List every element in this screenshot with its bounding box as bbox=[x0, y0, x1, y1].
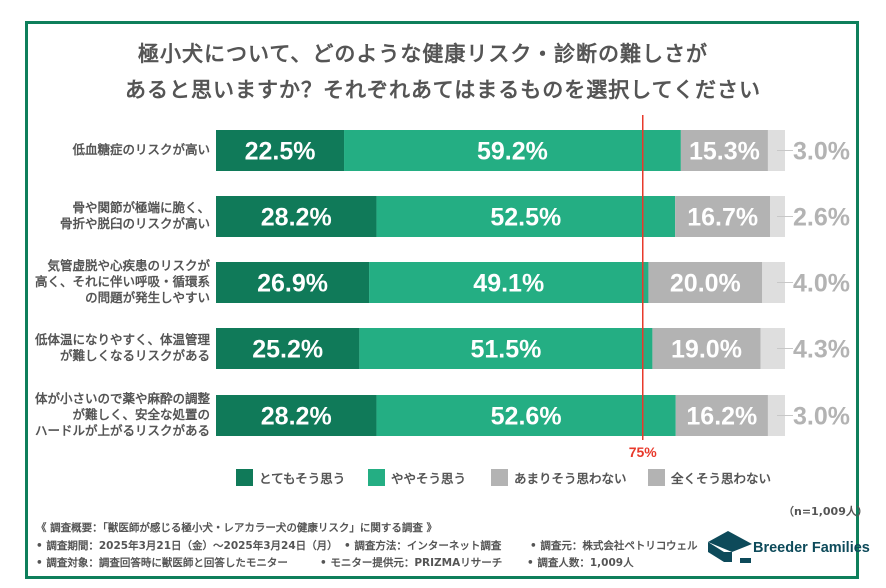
bar-segment bbox=[216, 328, 360, 369]
bar-segment bbox=[369, 262, 649, 303]
data-label: 20.0% bbox=[670, 270, 741, 298]
sample-size-label: （n=1,009人） bbox=[783, 505, 868, 518]
bar-segment bbox=[762, 262, 785, 303]
bar-segment bbox=[648, 262, 763, 303]
category-label: 骨や関節が極端に脆く、 骨折や脱臼のリスクが高い bbox=[59, 200, 210, 231]
bar-segment bbox=[376, 395, 676, 436]
survey-period: • 調査期間：2025年3月21日（金）〜2025年3月24日（月） bbox=[36, 540, 338, 552]
data-label: 52.5% bbox=[490, 204, 561, 232]
bar-segment bbox=[652, 328, 761, 369]
reference-line-label: 75% bbox=[629, 444, 658, 460]
bar-segment bbox=[216, 262, 370, 303]
data-label: 4.3% bbox=[793, 336, 850, 364]
data-label: 49.1% bbox=[473, 270, 544, 298]
house-box-logo-icon bbox=[708, 531, 752, 563]
data-label: 51.5% bbox=[470, 336, 541, 364]
data-label: 3.0% bbox=[793, 138, 850, 166]
bar-segment bbox=[767, 395, 785, 436]
legend-item: 全くそう思わない bbox=[648, 468, 771, 487]
chart-title-line-2: あると思いますか？それぞれあてはまるものを選択してください bbox=[125, 78, 761, 102]
bar-segment bbox=[216, 196, 377, 237]
data-label: 3.0% bbox=[793, 403, 850, 431]
brand-logo: Breeder Families bbox=[706, 528, 870, 568]
bar-segment bbox=[359, 328, 653, 369]
data-label: 59.2% bbox=[477, 138, 548, 166]
survey-respondents: • 調査人数：1,009人 bbox=[527, 557, 634, 569]
data-label: 16.7% bbox=[687, 204, 758, 232]
bar-segment bbox=[376, 196, 676, 237]
category-label: 気管虚脱や心疾患のリスクが 高く、それに伴い呼吸・循環系 の問題が発生しやすい bbox=[34, 258, 210, 305]
bar-segment bbox=[680, 130, 768, 171]
legend-item: ややそう思う bbox=[368, 468, 466, 487]
bar-segment bbox=[675, 395, 768, 436]
data-label: 4.0% bbox=[793, 270, 850, 298]
data-label: 22.5% bbox=[245, 138, 316, 166]
legend-swatch bbox=[236, 469, 253, 486]
data-label: 52.6% bbox=[491, 403, 562, 431]
survey-target: • 調査対象：調査回答時に獣医師と回答したモニター bbox=[36, 557, 288, 569]
legend-swatch bbox=[648, 469, 665, 486]
chart-title-line-1: 極小犬について、どのような健康リスク・診断の難しさが bbox=[138, 42, 708, 66]
bar-segment bbox=[216, 130, 345, 171]
category-label: 体が小さいので薬や麻酔の調整 が難しく、安全な処置の ハードルが上がるリスクがあ… bbox=[34, 391, 210, 438]
brand-name: Breeder Families bbox=[753, 540, 870, 556]
data-label: 28.2% bbox=[261, 204, 332, 232]
chart-frame bbox=[25, 21, 859, 579]
category-label: 低体温になりやすく、体温管理 が難しくなるリスクがある bbox=[34, 332, 210, 363]
bar-segment bbox=[344, 130, 681, 171]
survey-summary: 《 調査概要：「獣医師が感じる極小犬・レアカラー犬の健康リスク」に関する調査 》 bbox=[36, 522, 438, 534]
bar-segment bbox=[216, 395, 377, 436]
legend-item: あまりそう思わない bbox=[491, 468, 627, 487]
survey-method: • 調査方法：インターネット調査 bbox=[344, 540, 502, 552]
data-label: 28.2% bbox=[261, 403, 332, 431]
category-label: 低血糖症のリスクが高い bbox=[72, 142, 210, 157]
data-label: 19.0% bbox=[671, 336, 742, 364]
survey-organizer: • 調査元：株式会社ペトリコウェル bbox=[530, 540, 698, 552]
legend-item: とてもそう思う bbox=[236, 468, 345, 487]
legend-label: あまりそう思わない bbox=[514, 471, 627, 486]
data-label: 26.9% bbox=[257, 270, 328, 298]
legend-label: ややそう思う bbox=[391, 471, 467, 486]
legend-swatch bbox=[368, 469, 385, 486]
legend-swatch bbox=[491, 469, 508, 486]
bar-segment bbox=[767, 130, 785, 171]
data-label: 25.2% bbox=[252, 336, 323, 364]
data-label: 15.3% bbox=[689, 138, 760, 166]
bar-segment bbox=[675, 196, 771, 237]
legend-label: 全くそう思わない bbox=[671, 471, 772, 486]
survey-provider: • モニター提供元：PRIZMAリサーチ bbox=[320, 557, 503, 569]
legend-label: とてもそう思う bbox=[259, 471, 346, 486]
data-label: 16.2% bbox=[686, 403, 757, 431]
data-label: 2.6% bbox=[793, 204, 850, 232]
